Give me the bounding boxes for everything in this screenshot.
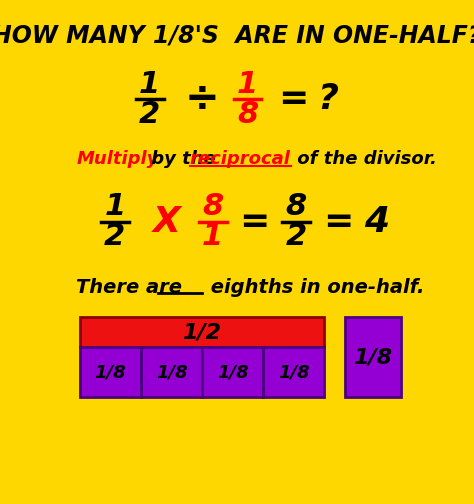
Text: 2: 2: [139, 100, 160, 129]
Text: of the divisor.: of the divisor.: [291, 150, 437, 168]
Text: 1/8: 1/8: [95, 363, 126, 382]
Text: 2: 2: [286, 222, 307, 251]
Text: 4: 4: [364, 205, 389, 239]
Text: 1: 1: [139, 70, 160, 99]
Text: 8: 8: [202, 193, 223, 221]
Text: ?: ?: [317, 82, 338, 116]
Text: ÷: ÷: [185, 78, 219, 120]
Text: There are: There are: [76, 278, 182, 296]
Text: 1: 1: [237, 70, 258, 99]
Text: 1: 1: [104, 193, 126, 221]
Text: 8: 8: [237, 100, 258, 129]
Text: 1/8: 1/8: [354, 347, 392, 367]
Text: =: =: [323, 205, 354, 239]
Text: 8: 8: [286, 193, 307, 221]
FancyBboxPatch shape: [80, 347, 141, 397]
Text: 1: 1: [202, 222, 223, 251]
Text: =: =: [239, 205, 270, 239]
Text: 2: 2: [104, 222, 126, 251]
FancyBboxPatch shape: [141, 347, 202, 397]
FancyBboxPatch shape: [80, 317, 324, 347]
Text: HOW MANY 1/8'S  ARE IN ONE-HALF?: HOW MANY 1/8'S ARE IN ONE-HALF?: [0, 24, 474, 48]
Text: by the: by the: [145, 150, 222, 168]
Text: eighths in one-half.: eighths in one-half.: [204, 278, 424, 296]
Text: 1/8: 1/8: [217, 363, 248, 382]
Text: 1/2: 1/2: [182, 322, 222, 342]
Text: Multiply: Multiply: [76, 150, 159, 168]
FancyBboxPatch shape: [345, 317, 401, 397]
Text: 1/8: 1/8: [156, 363, 187, 382]
Text: X: X: [153, 205, 181, 239]
FancyBboxPatch shape: [263, 347, 324, 397]
Text: reciprocal: reciprocal: [190, 150, 291, 168]
Text: =: =: [278, 82, 308, 116]
FancyBboxPatch shape: [202, 347, 263, 397]
Text: 1/8: 1/8: [278, 363, 310, 382]
